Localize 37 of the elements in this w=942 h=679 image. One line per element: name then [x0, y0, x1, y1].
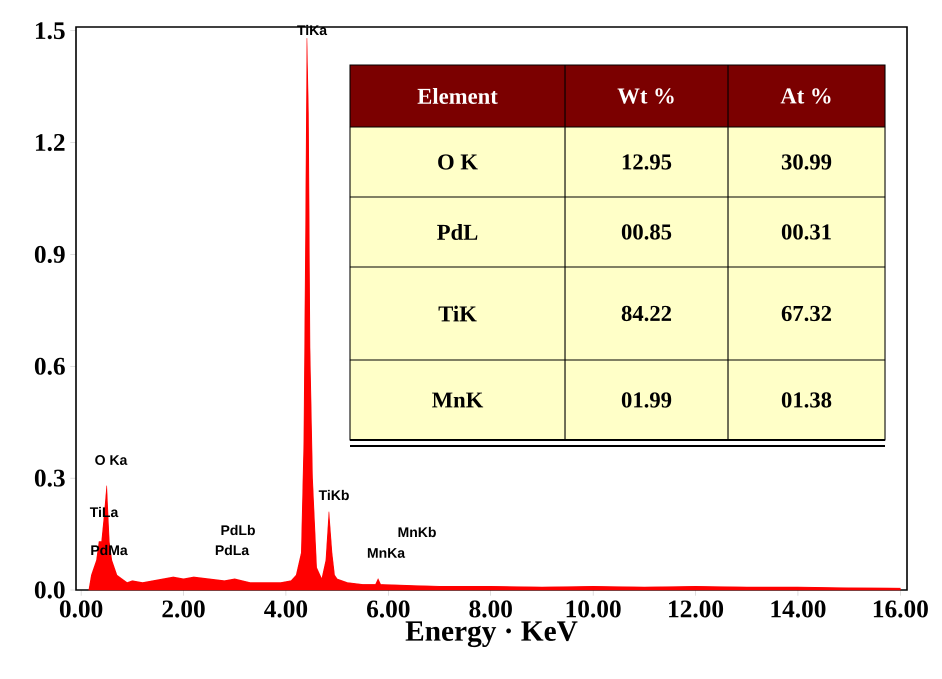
- x-tick-label: 4.00: [264, 600, 308, 618]
- annotation: 00.85: [622, 224, 672, 240]
- annotation: MnKb: [398, 526, 436, 538]
- y-tick-label: 0.6: [34, 358, 65, 375]
- annotation: Wt %: [618, 88, 674, 104]
- x-tick-label: 16.00: [874, 600, 928, 618]
- annotation: TiK: [438, 306, 477, 322]
- x-axis-title: Energy · KeV: [406, 621, 578, 648]
- annotation: 01.99: [622, 392, 672, 408]
- annotation: 84.22: [622, 306, 672, 322]
- y-tick-label: 0.0: [34, 581, 65, 599]
- x-tick-label: 0.00: [60, 600, 102, 618]
- x-tick-label: 12.00: [669, 600, 724, 618]
- annotation: At %: [780, 88, 830, 104]
- annotation: O Ka: [95, 455, 128, 465]
- annotation: Element: [418, 88, 498, 104]
- y-tick-label: 1.2: [36, 134, 64, 152]
- annotation: 12.95: [622, 154, 672, 170]
- annotation: PdLa: [216, 544, 250, 556]
- y-tick-label: 0.9: [34, 246, 65, 264]
- annotation: 67.32: [782, 306, 832, 322]
- annotation: 30.99: [782, 154, 832, 170]
- x-tick-label: 2.00: [162, 600, 205, 618]
- x-tick-label: 14.00: [771, 600, 826, 618]
- annotation: MnK: [432, 392, 484, 408]
- annotation: TiKb: [318, 490, 349, 500]
- annotation: PdLb: [221, 524, 255, 536]
- x-tick-label: 10.00: [566, 600, 621, 618]
- y-tick-label: 1.5: [36, 22, 65, 40]
- x-tick-label: 6.00: [367, 600, 410, 618]
- annotation: 00.31: [782, 224, 831, 240]
- annotation: 01.38: [782, 392, 832, 408]
- annotation: PdL: [437, 224, 478, 240]
- annotation: O K: [438, 154, 478, 170]
- annotation: MnKa: [368, 548, 406, 558]
- x-tick-label: 8.00: [469, 600, 512, 618]
- y-tick-label: 0.3: [34, 470, 65, 487]
